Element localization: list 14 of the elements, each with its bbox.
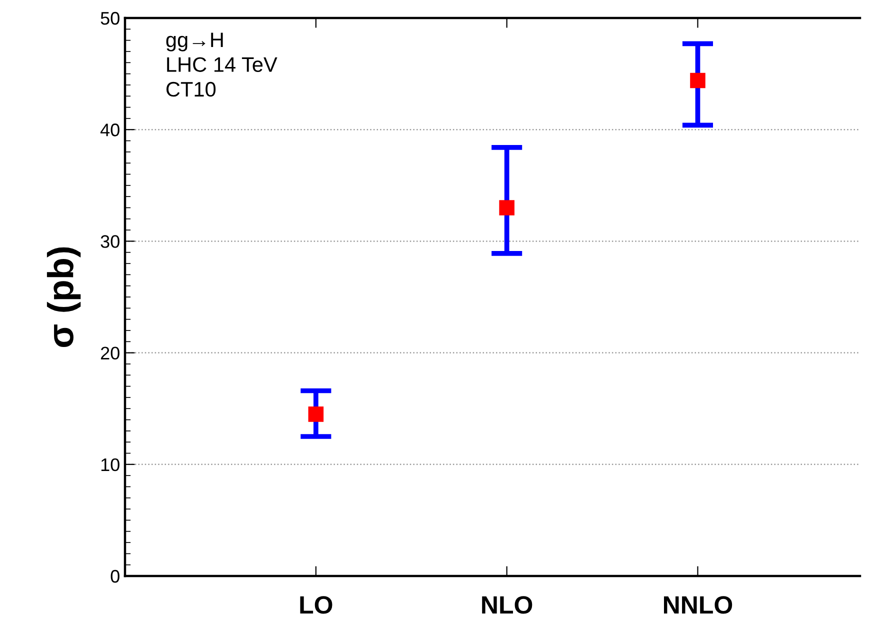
annotation: gg→H LHC 14 TeV CT10 [166, 32, 278, 97]
y-tick-label: 10 [101, 458, 120, 472]
point [499, 200, 514, 216]
y-tick-label: 50 [100, 12, 120, 25]
y-tick-label: 0 [110, 570, 120, 583]
y-tick-label: 30 [100, 235, 120, 248]
x-tick-label: LO [300, 596, 332, 614]
y-tick-label: 20 [100, 346, 120, 360]
x-tick-label: NLO [482, 596, 532, 614]
y-tick-label: 40 [100, 124, 120, 136]
y-axis-title: σ (pb) [46, 247, 81, 348]
point [690, 72, 706, 88]
point [308, 406, 324, 422]
x-tick-label: NNLO [664, 596, 732, 614]
